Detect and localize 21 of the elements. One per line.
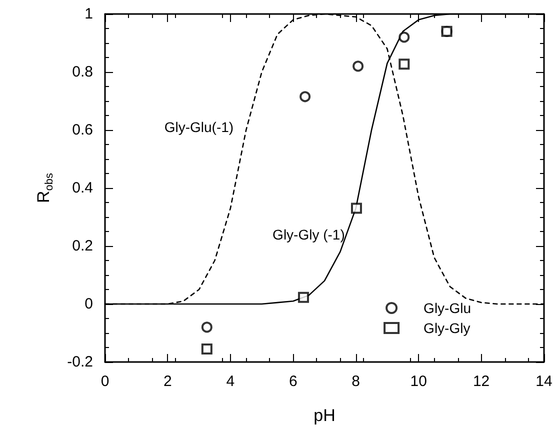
- y-axis-title: Robs: [34, 172, 56, 204]
- x-tick-label: 10: [410, 373, 427, 390]
- x-tick-label: 8: [352, 373, 360, 390]
- annotation: Gly-Glu(-1): [164, 119, 234, 136]
- x-tick-label: 12: [472, 373, 490, 390]
- y-tick-label: -0.2: [67, 354, 93, 370]
- annotation: Gly-Gly (-1): [272, 226, 345, 242]
- x-tick-label: 4: [226, 373, 235, 390]
- y-tick-label: 0.4: [72, 180, 93, 196]
- y-tick-label: 1: [84, 6, 93, 22]
- y-tick-label: 0.8: [72, 64, 93, 80]
- y-tick-label: 0.2: [72, 238, 93, 254]
- x-tick-label: 2: [164, 373, 172, 390]
- y-tick-label: 0: [84, 296, 93, 312]
- x-tick-label: 14: [536, 373, 552, 390]
- x-axis-title: pH: [314, 406, 336, 425]
- x-tick-label: 6: [288, 373, 298, 390]
- legend-label: Gly-Gly: [424, 320, 470, 336]
- x-tick-label: 0: [100, 373, 110, 390]
- y-tick-label: 0.6: [72, 122, 93, 138]
- legend-label: Gly-Glu: [424, 300, 472, 316]
